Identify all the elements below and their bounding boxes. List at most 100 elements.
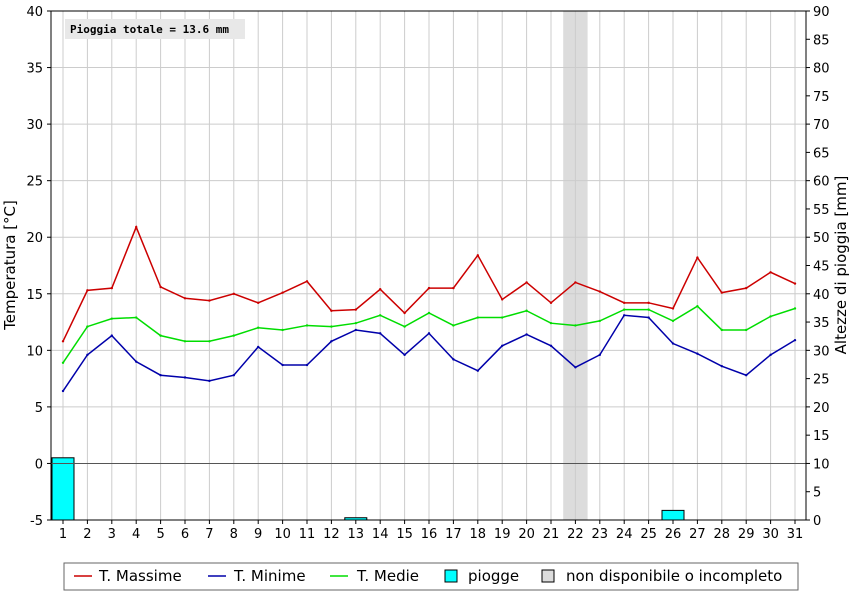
series-0-point-29 — [745, 286, 748, 290]
legend-label-t-massime: T. Massime — [98, 567, 182, 585]
y2-tick-label-70: 70 — [813, 118, 830, 133]
series-0-point-13 — [354, 308, 357, 311]
y-tick-label-40: 40 — [26, 5, 43, 20]
series-0-point-5 — [159, 285, 162, 289]
series-0-point-3 — [110, 286, 114, 290]
series-2-point-26 — [671, 319, 675, 323]
annotation-box — [65, 19, 245, 39]
x-tick-label-7: 7 — [205, 527, 213, 542]
series-2-point-28 — [720, 328, 723, 332]
series-2-point-30 — [769, 315, 772, 318]
x-tick-label-27: 27 — [689, 527, 706, 542]
series-0-point-15 — [403, 311, 406, 315]
y2-tick-label-0: 0 — [813, 514, 821, 529]
series-2-point-13 — [354, 321, 357, 325]
series-1-point-16 — [427, 332, 431, 335]
series-2-point-19 — [501, 316, 504, 319]
series-2-point-15 — [403, 325, 406, 328]
rain-bar-day-1 — [51, 457, 75, 521]
rain-total-annotation: Pioggia totale = 13.6 mm — [70, 23, 229, 36]
legend: T. Massime T. Minime T. Medie piogge non… — [63, 562, 799, 591]
series-1-point-19 — [501, 344, 504, 348]
x-tick-label-12: 12 — [323, 527, 340, 542]
series-1-point-21 — [549, 344, 553, 348]
series-1-point-23 — [598, 353, 601, 357]
series-2-point-5 — [159, 334, 162, 337]
series-0-point-4 — [135, 225, 138, 229]
y-tick-label-0: 0 — [35, 457, 43, 472]
y2-tick-label-5: 5 — [813, 486, 821, 501]
x-tick-label-18: 18 — [470, 527, 487, 542]
series-1-point-1 — [61, 389, 65, 393]
series-2-point-29 — [745, 328, 748, 332]
series-2-point-23 — [598, 319, 601, 323]
y2-tick-label-35: 35 — [813, 316, 830, 331]
series-0-point-16 — [427, 286, 431, 290]
legend-label-piogge: piogge — [468, 567, 519, 585]
x-tick-label-17: 17 — [445, 527, 462, 542]
series-2-point-6 — [183, 340, 187, 343]
legend-swatch-piogge — [444, 569, 458, 583]
series-2-point-31 — [793, 307, 797, 310]
y2-ticks-layer: 0 5 10 15 20 25 30 35 40 45 50 55 60 65 70 75 80 85 90 — [806, 5, 830, 529]
series-1-point-13 — [354, 328, 357, 332]
x-tick-label-15: 15 — [396, 527, 413, 542]
series-1-point-27 — [696, 352, 699, 355]
series-0-point-31 — [793, 282, 797, 285]
y-tick-label-10: 10 — [26, 344, 43, 359]
x-tick-label-24: 24 — [616, 527, 633, 542]
series-1-point-15 — [403, 353, 406, 357]
series-1-point-28 — [720, 364, 723, 368]
series-1-point-14 — [379, 332, 382, 335]
x-tick-label-31: 31 — [787, 527, 804, 542]
x-tick-label-21: 21 — [543, 527, 560, 542]
y2-tick-label-25: 25 — [813, 373, 830, 388]
series-1-point-25 — [647, 316, 650, 319]
y2-tick-label-90: 90 — [813, 5, 830, 20]
rain-bars-layer — [51, 457, 685, 521]
y2-tick-label-10: 10 — [813, 457, 830, 472]
series-0-point-19 — [501, 298, 504, 301]
series-0-point-10 — [281, 291, 284, 294]
series-2-point-24 — [623, 308, 626, 311]
series-0-point-25 — [647, 301, 650, 305]
x-ticks-layer: 1 2 3 4 5 6 7 8 9 10 11 12 13 14 15 16 17 18 19 20 21 22 23 24 2… — [59, 520, 803, 542]
series-2-point-8 — [232, 334, 235, 337]
series-0-point-26 — [671, 307, 675, 310]
series-1-point-17 — [452, 358, 455, 361]
series-1-point-18 — [476, 369, 479, 372]
series-0-point-30 — [769, 271, 772, 274]
series-1-point-7 — [208, 379, 211, 383]
series-0-point-27 — [696, 256, 699, 259]
y2-tick-label-15: 15 — [813, 429, 830, 444]
series-1-point-24 — [623, 314, 626, 317]
series-0-point-24 — [623, 301, 626, 305]
y2-tick-label-65: 65 — [813, 146, 830, 161]
rain-bar-day-26 — [661, 509, 685, 521]
x-tick-label-22: 22 — [567, 527, 584, 542]
series-2-point-22 — [574, 324, 577, 327]
series-1-point-6 — [183, 376, 187, 379]
y2-axis-title: Altezze di pioggia [mm] — [832, 176, 850, 355]
series-2-point-10 — [281, 328, 284, 332]
legend-label-unavailable: non disponibile o incompleto — [566, 567, 782, 585]
x-tick-label-1: 1 — [59, 527, 67, 542]
series-1-point-20 — [525, 333, 528, 336]
x-tick-label-2: 2 — [83, 527, 91, 542]
series-0-point-14 — [379, 288, 382, 291]
series-1-point-11 — [305, 363, 309, 367]
legend-frame — [63, 562, 799, 591]
series-1-point-30 — [769, 353, 772, 357]
x-tick-label-3: 3 — [108, 527, 116, 542]
series-0-point-11 — [305, 280, 309, 283]
series-2-point-1 — [61, 361, 65, 364]
series-0-point-8 — [232, 292, 235, 295]
series-2-point-21 — [549, 321, 553, 325]
x-tick-label-26: 26 — [665, 527, 682, 542]
series-0-point-9 — [257, 301, 260, 305]
x-tick-label-19: 19 — [494, 527, 511, 542]
series-2-point-25 — [647, 308, 650, 311]
series-0-point-20 — [525, 281, 528, 284]
legend-label-t-medie: T. Medie — [356, 567, 419, 585]
x-tick-label-29: 29 — [738, 527, 755, 542]
